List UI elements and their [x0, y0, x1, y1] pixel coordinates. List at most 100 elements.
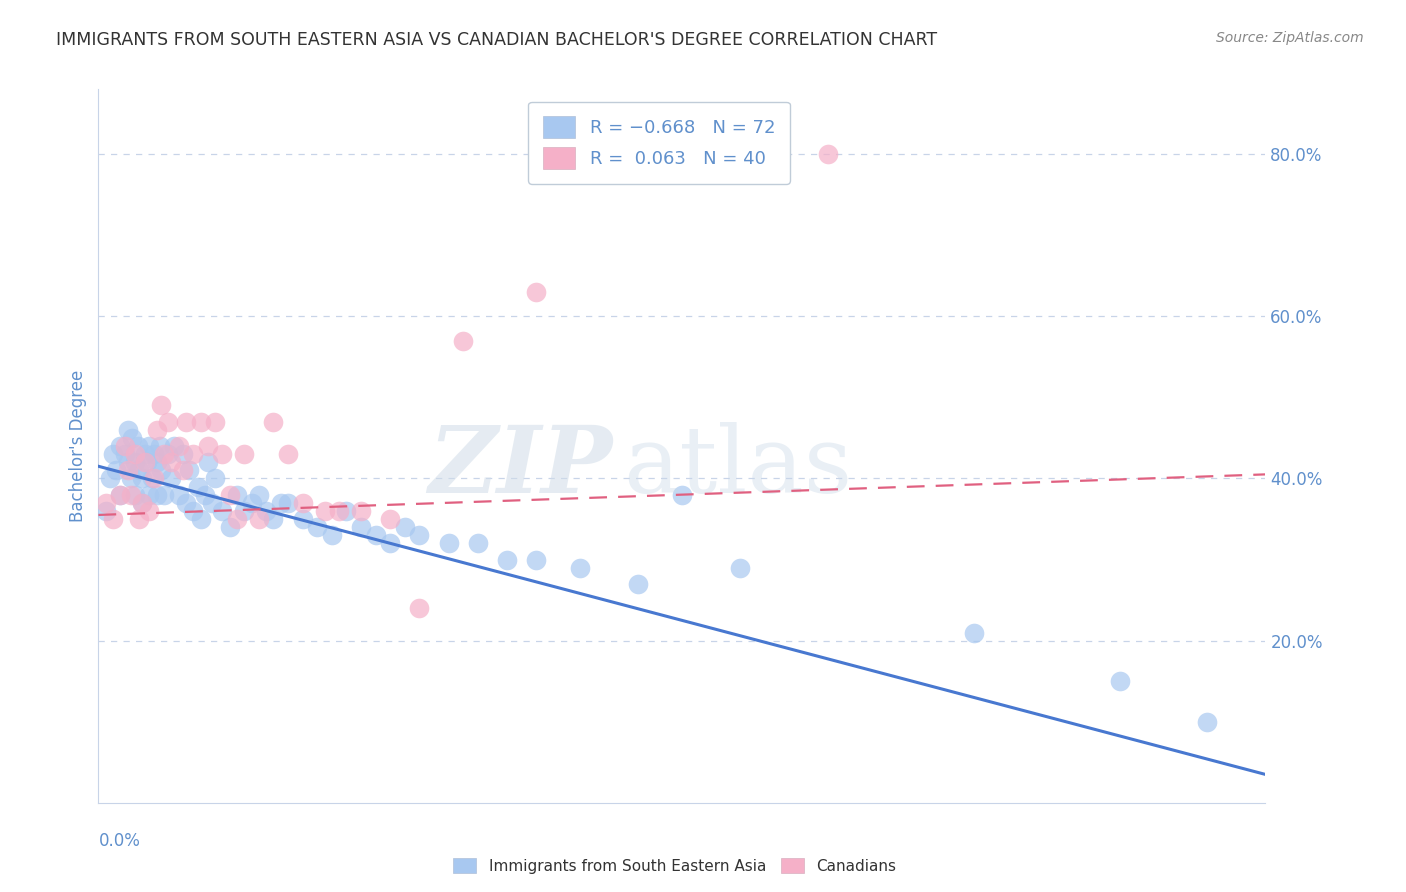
Point [378, 512, 402, 526]
Point [114, 447, 136, 461]
Point [110, 488, 132, 502]
Point [233, 504, 256, 518]
Point [187, 479, 209, 493]
Point [211, 504, 233, 518]
Point [262, 415, 284, 429]
Point [128, 463, 150, 477]
Point [291, 496, 314, 510]
Point [98, 471, 121, 485]
Point [110, 439, 132, 453]
Point [190, 415, 212, 429]
Point [394, 520, 416, 534]
Point [174, 496, 197, 510]
Point [135, 455, 157, 469]
Point [335, 504, 357, 518]
Point [172, 463, 194, 477]
Point [160, 471, 183, 485]
Point [671, 488, 693, 502]
Point [142, 471, 165, 485]
Y-axis label: Bachelor's Degree: Bachelor's Degree [69, 370, 87, 522]
Point [408, 528, 430, 542]
Point [120, 471, 142, 485]
Point [1195, 714, 1218, 729]
Point [134, 447, 156, 461]
Point [270, 496, 292, 510]
Point [364, 528, 387, 542]
Point [150, 463, 173, 477]
Point [350, 520, 373, 534]
Point [157, 415, 180, 429]
Point [146, 423, 169, 437]
Point [728, 560, 751, 574]
Point [218, 520, 240, 534]
Point [110, 488, 132, 502]
Point [408, 601, 430, 615]
Point [94, 496, 117, 510]
Legend: R = −0.668   N = 72, R =  0.063   N = 40: R = −0.668 N = 72, R = 0.063 N = 40 [529, 102, 790, 184]
Point [134, 455, 156, 469]
Point [131, 471, 153, 485]
Point [117, 455, 139, 469]
Point [104, 463, 127, 477]
Point [146, 455, 169, 469]
Point [167, 439, 190, 453]
Point [128, 512, 150, 526]
Point [194, 488, 217, 502]
Point [204, 415, 226, 429]
Text: ZIP: ZIP [427, 423, 612, 512]
Point [495, 552, 517, 566]
Point [307, 520, 329, 534]
Point [131, 496, 153, 510]
Point [157, 447, 180, 461]
Point [247, 488, 270, 502]
Point [291, 512, 314, 526]
Point [218, 488, 240, 502]
Point [117, 423, 139, 437]
Point [177, 463, 200, 477]
Point [121, 431, 143, 445]
Point [124, 447, 146, 461]
Text: IMMIGRANTS FROM SOUTH EASTERN ASIA VS CANADIAN BACHELOR'S DEGREE CORRELATION CHA: IMMIGRANTS FROM SOUTH EASTERN ASIA VS CA… [56, 31, 938, 49]
Point [138, 488, 160, 502]
Point [94, 504, 117, 518]
Point [226, 488, 249, 502]
Point [451, 334, 474, 348]
Point [378, 536, 402, 550]
Point [254, 504, 277, 518]
Point [350, 504, 373, 518]
Legend: Immigrants from South Eastern Asia, Canadians: Immigrants from South Eastern Asia, Cana… [447, 852, 903, 880]
Point [141, 471, 163, 485]
Point [124, 455, 146, 469]
Point [150, 399, 173, 413]
Point [146, 488, 169, 502]
Point [160, 455, 183, 469]
Point [211, 447, 233, 461]
Point [201, 496, 224, 510]
Point [627, 577, 650, 591]
Point [233, 447, 256, 461]
Point [120, 488, 142, 502]
Point [524, 285, 547, 299]
Point [181, 447, 204, 461]
Point [524, 552, 547, 566]
Point [262, 512, 284, 526]
Point [127, 439, 149, 453]
Point [117, 463, 139, 477]
Point [142, 447, 165, 461]
Point [247, 512, 270, 526]
Point [167, 488, 190, 502]
Point [163, 439, 186, 453]
Point [101, 447, 124, 461]
Point [1108, 674, 1130, 689]
Point [197, 455, 219, 469]
Point [240, 496, 263, 510]
Point [321, 528, 343, 542]
Point [131, 496, 153, 510]
Point [817, 147, 839, 161]
Point [277, 496, 299, 510]
Point [181, 504, 204, 518]
Point [172, 447, 194, 461]
Point [101, 512, 124, 526]
Point [149, 439, 172, 453]
Text: Source: ZipAtlas.com: Source: ZipAtlas.com [1216, 31, 1364, 45]
